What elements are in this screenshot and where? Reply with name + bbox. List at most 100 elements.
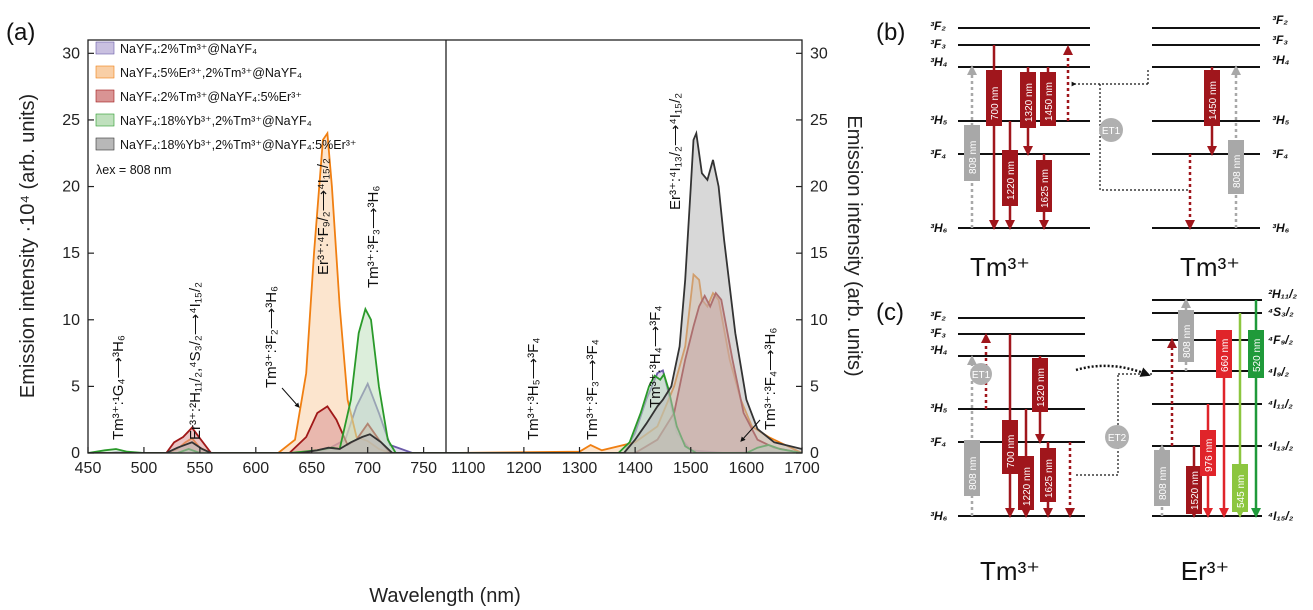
legend-swatch-3 xyxy=(95,89,115,103)
legend-swatch-5 xyxy=(95,137,115,151)
c-arrow-label-3: 1220 nm xyxy=(1022,467,1033,506)
annotation-5: Tm³⁺:³F₃⟶³H₆ xyxy=(365,186,382,288)
c-right-level-6: ⁴I₁₃/₂ xyxy=(1268,439,1294,453)
b-right-level-3: ³H₄ xyxy=(1272,53,1290,67)
x-tick-label-left-4: 650 xyxy=(298,460,325,477)
x-tick-label-left-0: 450 xyxy=(75,460,102,477)
y-tick-label-left-2: 10 xyxy=(62,312,80,329)
energy-diagram-c: (c) ³F₂ ³F₃ ³H₄ ³H₅ ³F₄ ³H₆ ²H₁₁/₂ ⁴S₃/₂… xyxy=(876,287,1297,586)
annotation-2: Er³⁺:²H₁₁/₂,⁴S₃/₂⟶⁴I₁₅/₂ xyxy=(187,282,204,440)
b-right-level-5: ³F₄ xyxy=(1272,147,1288,161)
x-axis-label: Wavelength (nm) xyxy=(369,585,521,607)
y-tick-label-right-4: 20 xyxy=(810,179,828,196)
b-arrow-label-1: 808 nm xyxy=(968,141,979,174)
c-left-level-5: ³F₄ xyxy=(930,435,946,449)
right-plot-areas xyxy=(446,129,802,453)
annotation-6: Tm³⁺:³H₅⟶³F₄ xyxy=(525,338,542,440)
energy-diagram-b: (b) ³F₂ ³F₃ ³H₄ ³H₅ ³F₄ ³H₆ ³F₂ ³F₃ ³H₄ … xyxy=(876,13,1290,282)
b-arrow-label-8: 808 nm xyxy=(1232,155,1243,188)
x-tick-label-right-4: 1500 xyxy=(673,460,709,477)
left-plot-areas xyxy=(88,130,446,453)
legend-swatch-1 xyxy=(95,41,115,55)
b-arrow-label-5: 1450 nm xyxy=(1044,82,1055,121)
c-left-level-1: ³F₂ xyxy=(930,309,946,323)
y-tick-label-left-3: 15 xyxy=(62,245,80,262)
c-arrow-label-7: 808 nm xyxy=(1182,325,1193,358)
y-axis-label-right: Emission intensity (arb. units) xyxy=(843,115,865,376)
c-right-level-1: ²H₁₁/₂ xyxy=(1268,287,1297,301)
x-tick-label-left-2: 550 xyxy=(187,460,214,477)
b-left-level-2: ³F₃ xyxy=(930,37,946,51)
b-right-level-2: ³F₃ xyxy=(1272,33,1288,47)
b-right-level-4: ³H₅ xyxy=(1272,113,1290,127)
b-arrow-label-4: 1320 nm xyxy=(1024,83,1035,122)
c-left-level-3: ³H₄ xyxy=(930,343,948,357)
x-tick-label-right-1: 1200 xyxy=(506,460,542,477)
annotation-3: Tm³⁺:³F₂⟶³H₆ xyxy=(263,286,280,388)
y-tick-label-left-1: 5 xyxy=(71,378,80,395)
annotation-9: Er³⁺:⁴I₁₃/₂⟶⁴I₁₅/₂ xyxy=(667,93,684,210)
annotation-10: Tm³⁺:³F₄⟶³H₆ xyxy=(762,328,779,430)
y-tick-label-right-3: 15 xyxy=(810,245,828,262)
c-et2-label: ET2 xyxy=(1108,433,1127,444)
legend: NaYF₄:2%Tm³⁺@NaYF₄ NaYF₄:5%Er³⁺,2%Tm³⁺@N… xyxy=(95,41,357,177)
plot-frame xyxy=(87,39,803,454)
series-5-left-line xyxy=(88,433,446,453)
legend-label-4: NaYF₄:18%Yb³⁺,2%Tm³⁺@NaYF₄ xyxy=(120,114,312,128)
c-left-level-4: ³H₅ xyxy=(930,401,948,415)
c-ion-right: Er³⁺ xyxy=(1181,556,1229,586)
b-ion-right: Tm³⁺ xyxy=(1180,252,1240,282)
series-1-left-line xyxy=(88,381,446,453)
annotation-8: Tm³⁺:³H₄⟶³F₄ xyxy=(647,306,664,408)
series-5-right-line xyxy=(446,129,802,453)
series-5-right-area xyxy=(446,133,802,453)
b-left-level-6: ³H₆ xyxy=(930,221,948,235)
legend-swatch-4 xyxy=(95,113,115,127)
series-4-left-area xyxy=(88,309,446,453)
c-arrow-label-5: 1625 nm xyxy=(1044,459,1055,498)
c-arrow-label-11: 545 nm xyxy=(1236,475,1247,508)
y-axis-label-left: Emission intensity ·10⁴ (arb. units) xyxy=(17,94,39,398)
c-right-level-5: ⁴I₁₁/₂ xyxy=(1268,397,1293,411)
legend-label-2: NaYF₄:5%Er³⁺,2%Tm³⁺@NaYF₄ xyxy=(120,66,302,80)
b-arrow-label-7: 1450 nm xyxy=(1208,81,1219,120)
y-tick-label-left-6: 30 xyxy=(62,45,80,62)
c-arrow-label-8: 1520 nm xyxy=(1190,471,1201,510)
x-tick-label-left-5: 700 xyxy=(354,460,381,477)
annotation-1: Tm³⁺:¹G₄⟶³H₆ xyxy=(110,335,127,440)
legend-label-3: NaYF₄:2%Tm³⁺@NaYF₄:5%Er³⁺ xyxy=(120,90,302,104)
c-right-level-7: ⁴I₁₅/₂ xyxy=(1268,509,1294,523)
b-left-level-4: ³H₅ xyxy=(930,113,948,127)
panel-label-b: (b) xyxy=(876,19,905,46)
c-arrow-label-6: 808 nm xyxy=(1158,467,1169,500)
y-tick-label-right-2: 10 xyxy=(810,312,828,329)
annotation-3-arrow xyxy=(281,387,300,408)
b-left-level-1: ³F₂ xyxy=(930,19,946,33)
annotation-7: Tm³⁺:³F₃⟶³F₄ xyxy=(584,339,601,440)
annotation-10-arrow xyxy=(740,419,761,442)
c-arrow-label-2: 700 nm xyxy=(1006,435,1017,468)
c-right-level-3: ⁴F₉/₂ xyxy=(1268,333,1294,347)
c-left-level-2: ³F₃ xyxy=(930,326,946,340)
c-arrow-label-10: 660 nm xyxy=(1220,339,1231,372)
y-tick-label-left-5: 25 xyxy=(62,112,80,129)
x-tick-label-right-3: 1400 xyxy=(617,460,653,477)
legend-label-5: NaYF₄:18%Yb³⁺,2%Tm³⁺@NaYF₄:5%Er³⁺ xyxy=(120,138,357,152)
excitation-label: λex = 808 nm xyxy=(96,163,171,177)
x-tick-label-right-0: 1100 xyxy=(451,460,486,477)
series-1-left-area xyxy=(88,383,446,453)
c-right-level-4: ⁴I₉/₂ xyxy=(1268,365,1290,379)
b-left-level-5: ³F₄ xyxy=(930,147,946,161)
x-tick-label-right-6: 1700 xyxy=(784,460,820,477)
c-et1-label: ET1 xyxy=(972,370,991,381)
y-tick-label-right-0: 0 xyxy=(810,445,819,462)
x-tick-label-right-5: 1600 xyxy=(729,460,765,477)
c-ion-left: Tm³⁺ xyxy=(980,556,1040,586)
y-tick-label-right-6: 30 xyxy=(810,45,828,62)
panel-label-c: (c) xyxy=(876,299,904,326)
b-arrow-label-6: 1625 nm xyxy=(1040,169,1051,208)
y-tick-label-left-0: 0 xyxy=(71,445,80,462)
b-ion-left: Tm³⁺ xyxy=(970,252,1030,282)
legend-swatch-2 xyxy=(95,65,115,79)
